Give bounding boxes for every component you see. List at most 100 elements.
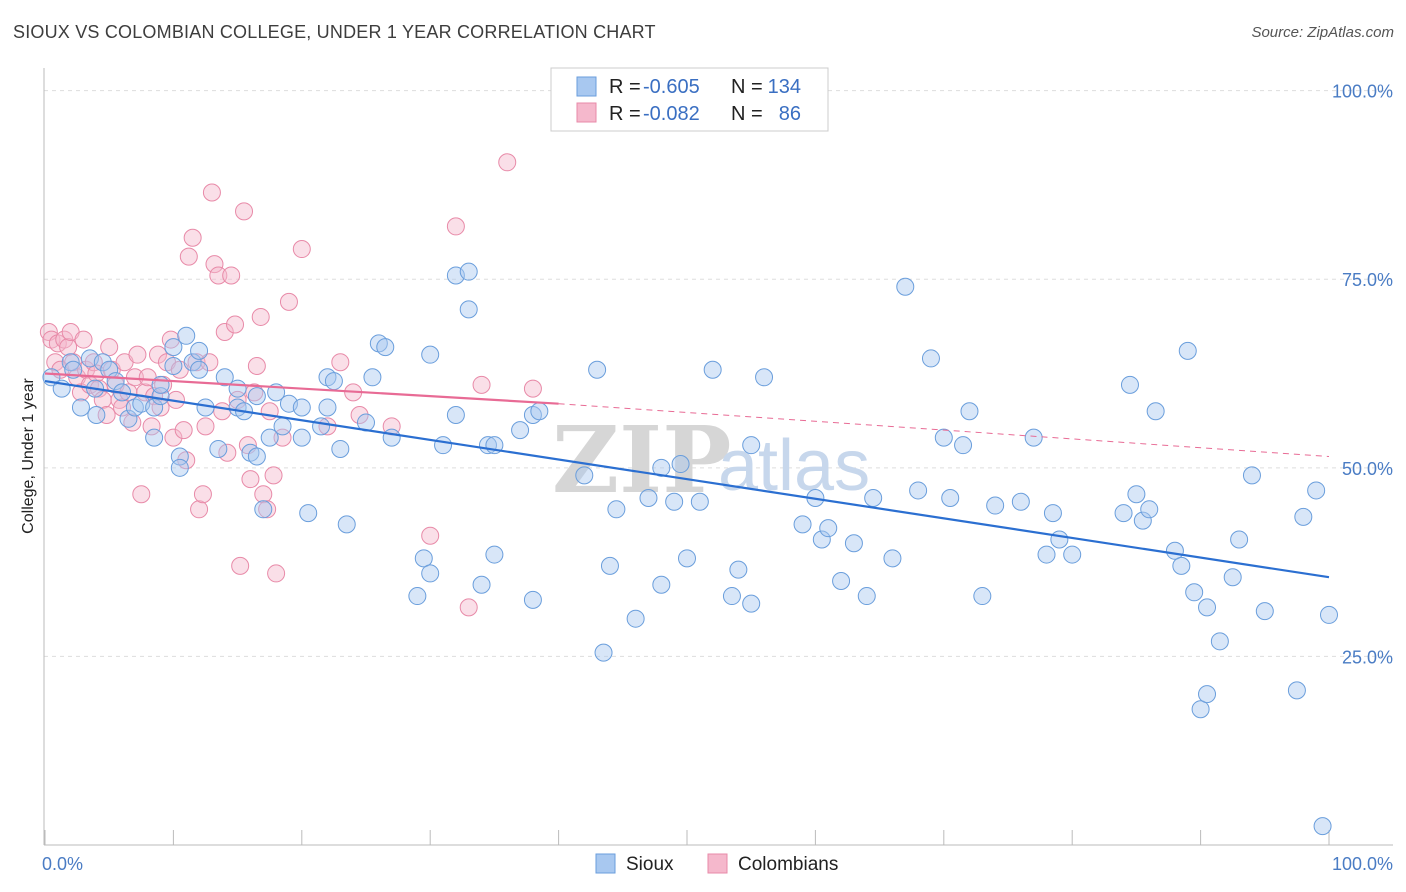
watermark: ZIP atlas <box>552 406 870 514</box>
colombians-point <box>179 247 198 266</box>
sioux-point <box>1242 466 1261 485</box>
colombians-point <box>183 228 202 247</box>
sioux-point <box>588 360 607 379</box>
colombians-point <box>292 240 311 259</box>
sioux-point <box>1198 685 1217 704</box>
x-tick-label-min: 0.0% <box>42 854 83 874</box>
colombians-point <box>472 375 491 394</box>
sioux-point <box>1024 428 1043 447</box>
bottom-legend-colombians-label: Colombians <box>738 854 838 875</box>
sioux-point <box>209 439 228 458</box>
sioux-point <box>671 455 690 474</box>
legend-sioux-r-value: -0.605 <box>643 76 700 98</box>
sioux-point <box>857 587 876 606</box>
sioux-point <box>1037 545 1056 564</box>
sioux-point <box>164 338 183 357</box>
colombians-points <box>39 153 542 617</box>
colombians-point <box>258 500 277 519</box>
colombians-point <box>222 266 241 285</box>
sioux-point <box>722 587 741 606</box>
sioux-point <box>93 353 112 372</box>
sioux-point <box>228 379 247 398</box>
sioux-point <box>71 398 90 417</box>
colombians-point <box>226 315 245 334</box>
sioux-point <box>414 549 433 568</box>
sioux-point <box>299 504 318 523</box>
sioux-point <box>921 349 940 368</box>
sioux-point <box>1210 632 1229 651</box>
legend-colombians-r-value: -0.082 <box>643 103 700 125</box>
colombians-point <box>113 398 132 417</box>
sioux-point <box>626 609 645 628</box>
sioux-point <box>1063 545 1082 564</box>
bottom-legend-sioux-label: Sioux <box>626 854 674 875</box>
sioux-point <box>61 353 80 372</box>
sioux-point <box>703 360 722 379</box>
sioux-point <box>678 549 696 568</box>
colombians-point <box>264 466 283 485</box>
legend-sioux-swatch <box>576 76 597 97</box>
sioux-point <box>1172 556 1191 575</box>
sioux-point <box>530 402 549 421</box>
sioux-point <box>87 406 106 425</box>
sioux-point <box>1294 507 1313 526</box>
legend-colombians-swatch <box>576 102 597 123</box>
sioux-point <box>119 409 138 428</box>
legend-sioux-n-label: N = <box>731 76 763 98</box>
colombians-point <box>421 526 440 545</box>
colombians-point <box>350 406 369 425</box>
colombians-point <box>97 406 116 425</box>
colombians-point <box>215 323 234 342</box>
sioux-point <box>485 545 504 564</box>
legend-sioux-r-label: R = <box>609 76 641 98</box>
sioux-point <box>844 534 863 553</box>
legend-sioux-n-value: 134 <box>768 76 801 98</box>
sioux-point <box>1178 341 1197 360</box>
sioux-point <box>408 587 427 606</box>
colombians-point <box>190 500 209 519</box>
colombians-point <box>196 417 215 436</box>
colombians-point <box>331 353 350 372</box>
legend-frame <box>550 67 829 132</box>
sioux-point <box>954 436 973 455</box>
sioux-point <box>459 262 478 281</box>
sioux-point <box>292 428 311 447</box>
colombians-point <box>142 417 161 436</box>
sioux-point <box>446 406 465 425</box>
colombians-point <box>59 338 78 357</box>
sioux-point <box>812 530 831 549</box>
sioux-point <box>639 488 658 507</box>
sioux-point <box>1127 485 1146 504</box>
sioux-point <box>819 519 838 538</box>
bottom-legend-colombians-swatch <box>707 853 728 874</box>
sioux-point <box>941 488 960 507</box>
sioux-point <box>254 500 273 519</box>
y-tick-label: 25.0% <box>1342 647 1393 667</box>
trendlines <box>44 372 1330 579</box>
x-tick-label-max: 100.0% <box>1332 854 1393 874</box>
sioux-point <box>247 447 266 466</box>
sioux-point <box>190 360 209 379</box>
sioux-point <box>1114 504 1133 523</box>
colombians-point <box>193 485 212 504</box>
sioux-point <box>1198 598 1217 617</box>
sioux-point <box>575 466 594 485</box>
y-tick-label: 100.0% <box>1332 82 1393 102</box>
colombians-point <box>231 556 250 575</box>
sioux-point <box>273 417 292 436</box>
colombians-trendline-extension <box>558 403 1330 457</box>
sioux-point <box>511 421 530 440</box>
colombians-point <box>187 353 206 372</box>
colombians-point <box>148 345 167 364</box>
colombians-point <box>132 485 151 504</box>
sioux-point <box>883 549 902 568</box>
colombians-point <box>174 421 193 440</box>
sioux-point <box>337 515 356 534</box>
sioux-point <box>652 575 671 594</box>
colombians-point <box>164 428 183 447</box>
sioux-point <box>1043 504 1062 523</box>
sioux-point <box>421 564 440 583</box>
colombians-point <box>251 307 270 326</box>
sioux-point <box>1011 492 1030 511</box>
